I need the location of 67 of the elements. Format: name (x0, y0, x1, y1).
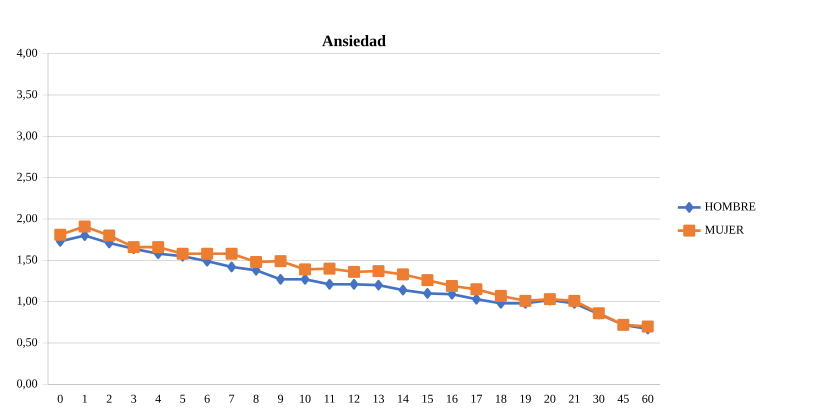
x-tick-label: 5 (180, 394, 186, 403)
x-tick-label: 7 (229, 394, 234, 403)
x-tick-label: 2 (106, 394, 112, 403)
x-tick-label: 13 (374, 394, 384, 403)
point (372, 265, 384, 278)
x-tick-label: 15 (422, 394, 433, 403)
point (494, 290, 507, 302)
point (299, 263, 312, 276)
x-tick-label: 3 (131, 394, 136, 403)
point (250, 256, 262, 268)
point (226, 248, 238, 260)
point (470, 283, 482, 296)
y-tick-label: 3,50 (17, 90, 38, 100)
x-tick-label: 12 (349, 394, 360, 403)
point (325, 278, 334, 290)
chart-title: Ansiedad (322, 35, 386, 46)
point (421, 274, 434, 286)
point (423, 288, 432, 299)
x-tick-label: 45 (618, 394, 629, 403)
point (103, 230, 116, 242)
y-tick-label: 2,00 (17, 214, 38, 224)
x-tick-label: 20 (544, 394, 556, 403)
point (396, 268, 409, 280)
point (276, 274, 285, 285)
y-tick-label: 0,00 (17, 379, 38, 390)
legend-label: MUJER (704, 226, 744, 234)
x-tick-label: 17 (471, 394, 482, 403)
x-tick-label: 21 (568, 394, 580, 403)
x-tick-label: 60 (642, 394, 654, 403)
x-tick-label: 11 (324, 394, 335, 403)
y-tick-label: 4,00 (16, 48, 38, 59)
point (201, 248, 214, 260)
point (348, 266, 360, 278)
y-tick-label: 0,50 (17, 338, 38, 348)
legend-label: HOMBRE (704, 202, 756, 211)
x-tick-label: 0 (58, 394, 63, 403)
point (472, 294, 481, 305)
y-tick-label: 1,00 (18, 296, 38, 307)
x-tick-label: 14 (398, 394, 409, 403)
point (324, 262, 336, 275)
x-tick-label: 30 (593, 394, 604, 403)
point (54, 228, 66, 241)
x-tick-label: 8 (254, 394, 259, 403)
x-tick-label: 6 (204, 394, 210, 403)
x-tick-label: 19 (520, 394, 531, 403)
point (78, 220, 91, 232)
x-tick-label: 4 (155, 394, 161, 403)
y-tick-label: 3,00 (17, 131, 38, 142)
point (227, 262, 236, 272)
x-tick-label: 16 (446, 394, 458, 403)
point (152, 241, 164, 254)
point (446, 280, 458, 292)
point (374, 280, 383, 290)
point (350, 278, 358, 290)
x-tick-label: 9 (278, 394, 284, 403)
point (398, 284, 408, 296)
point (274, 255, 287, 268)
point (300, 274, 310, 285)
x-tick-label: 18 (496, 394, 506, 403)
y-tick-label: 1,50 (18, 255, 38, 266)
y-tick-label: 2,50 (17, 172, 38, 183)
point (519, 294, 532, 307)
x-tick-label: 1 (82, 394, 88, 403)
x-tick-label: 10 (300, 394, 311, 403)
point (176, 248, 189, 260)
point (642, 320, 654, 332)
point (568, 294, 580, 307)
